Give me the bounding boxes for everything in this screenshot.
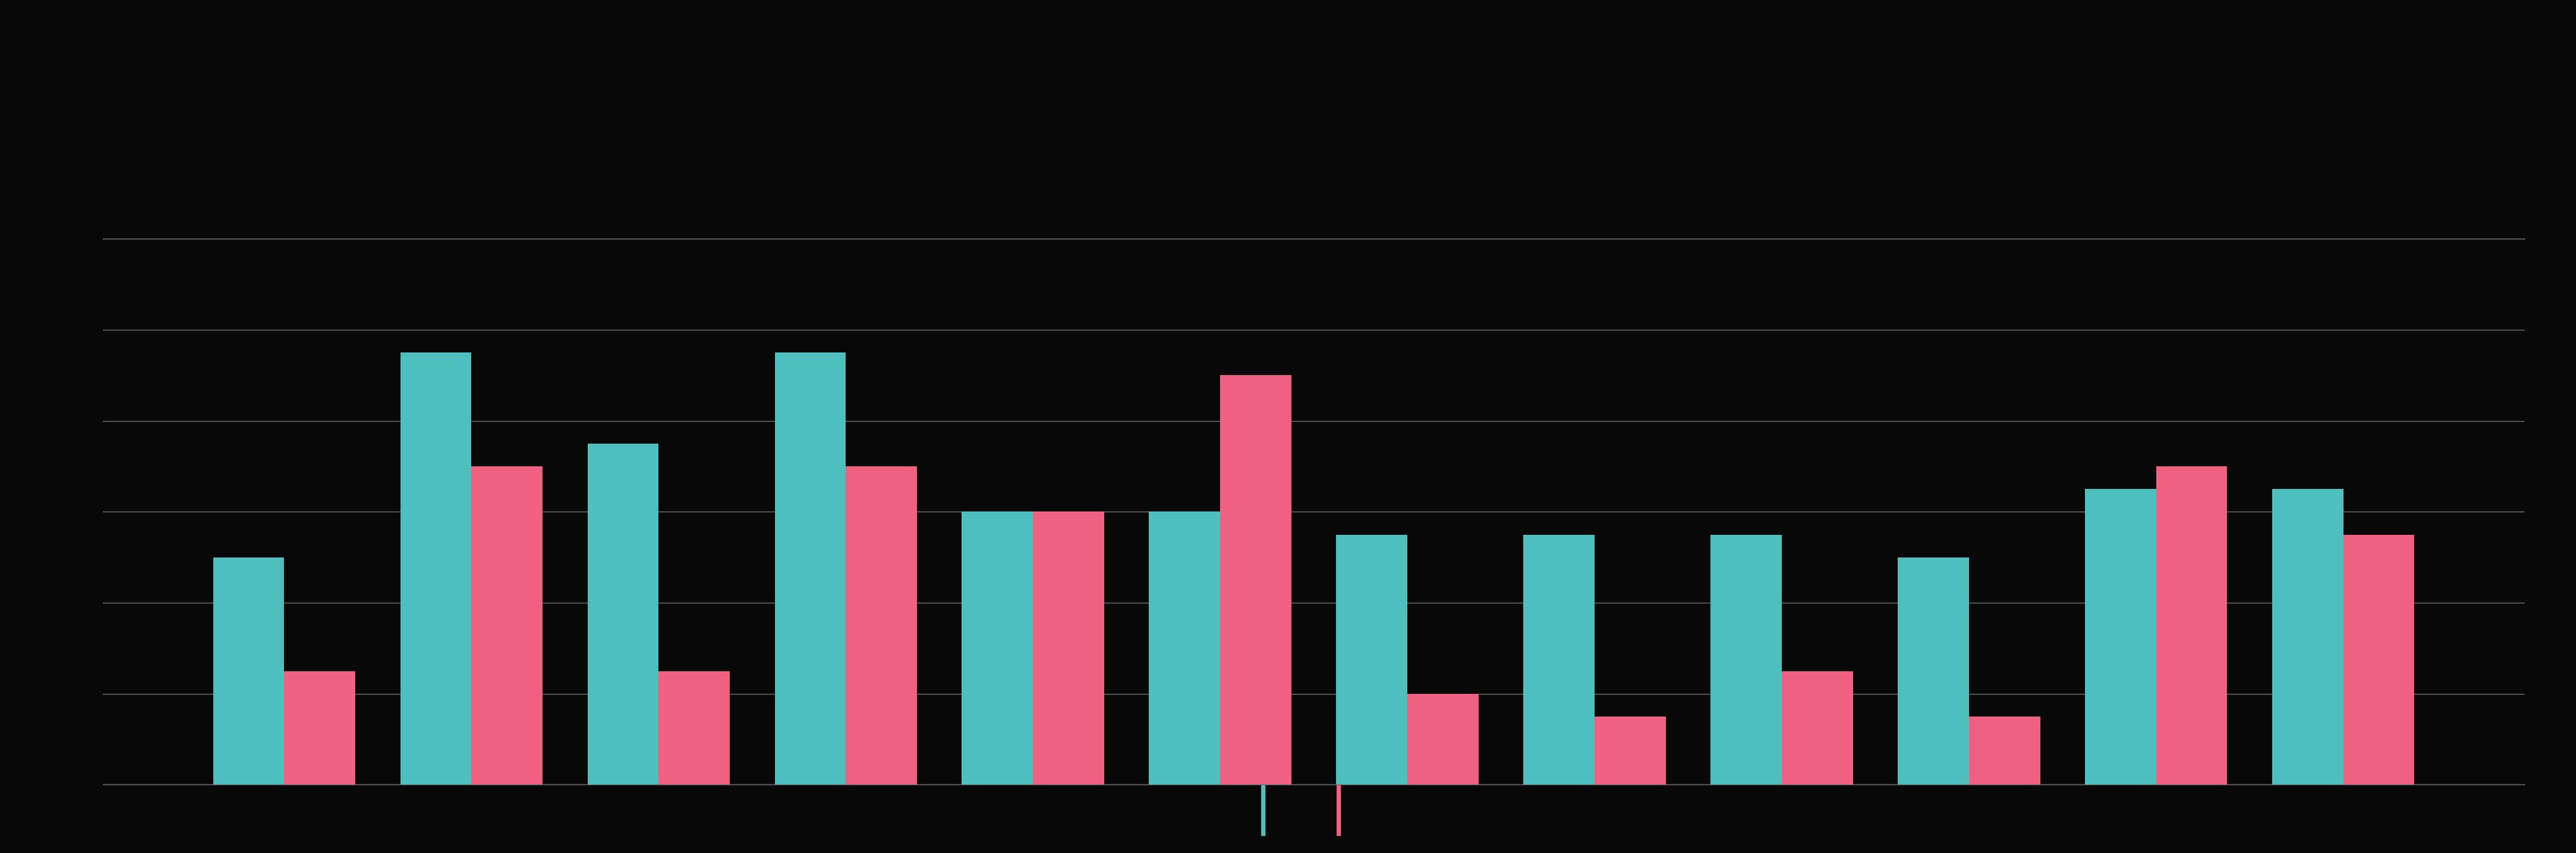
Bar	[961, 512, 1033, 785]
Bar	[2156, 467, 2228, 785]
Bar	[1899, 557, 1968, 785]
Bar	[1221, 375, 1291, 785]
Legend:   ,   : ,	[1252, 776, 1376, 844]
Bar	[283, 671, 355, 785]
Bar	[775, 352, 845, 785]
Bar	[1149, 512, 1221, 785]
Bar	[1337, 535, 1406, 785]
Bar	[1783, 671, 1852, 785]
Bar	[2344, 535, 2414, 785]
Bar	[1968, 717, 2040, 785]
Bar	[2272, 489, 2344, 785]
Bar	[214, 557, 283, 785]
Bar	[587, 444, 659, 785]
Bar	[399, 352, 471, 785]
Bar	[1595, 717, 1667, 785]
Bar	[471, 467, 544, 785]
Bar	[1406, 693, 1479, 785]
Bar	[2084, 489, 2156, 785]
Bar	[1033, 512, 1105, 785]
Bar	[659, 671, 729, 785]
Bar	[845, 467, 917, 785]
Bar	[1710, 535, 1783, 785]
Bar	[1522, 535, 1595, 785]
